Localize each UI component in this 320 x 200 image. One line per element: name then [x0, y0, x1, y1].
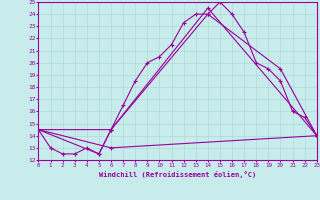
- X-axis label: Windchill (Refroidissement éolien,°C): Windchill (Refroidissement éolien,°C): [99, 171, 256, 178]
